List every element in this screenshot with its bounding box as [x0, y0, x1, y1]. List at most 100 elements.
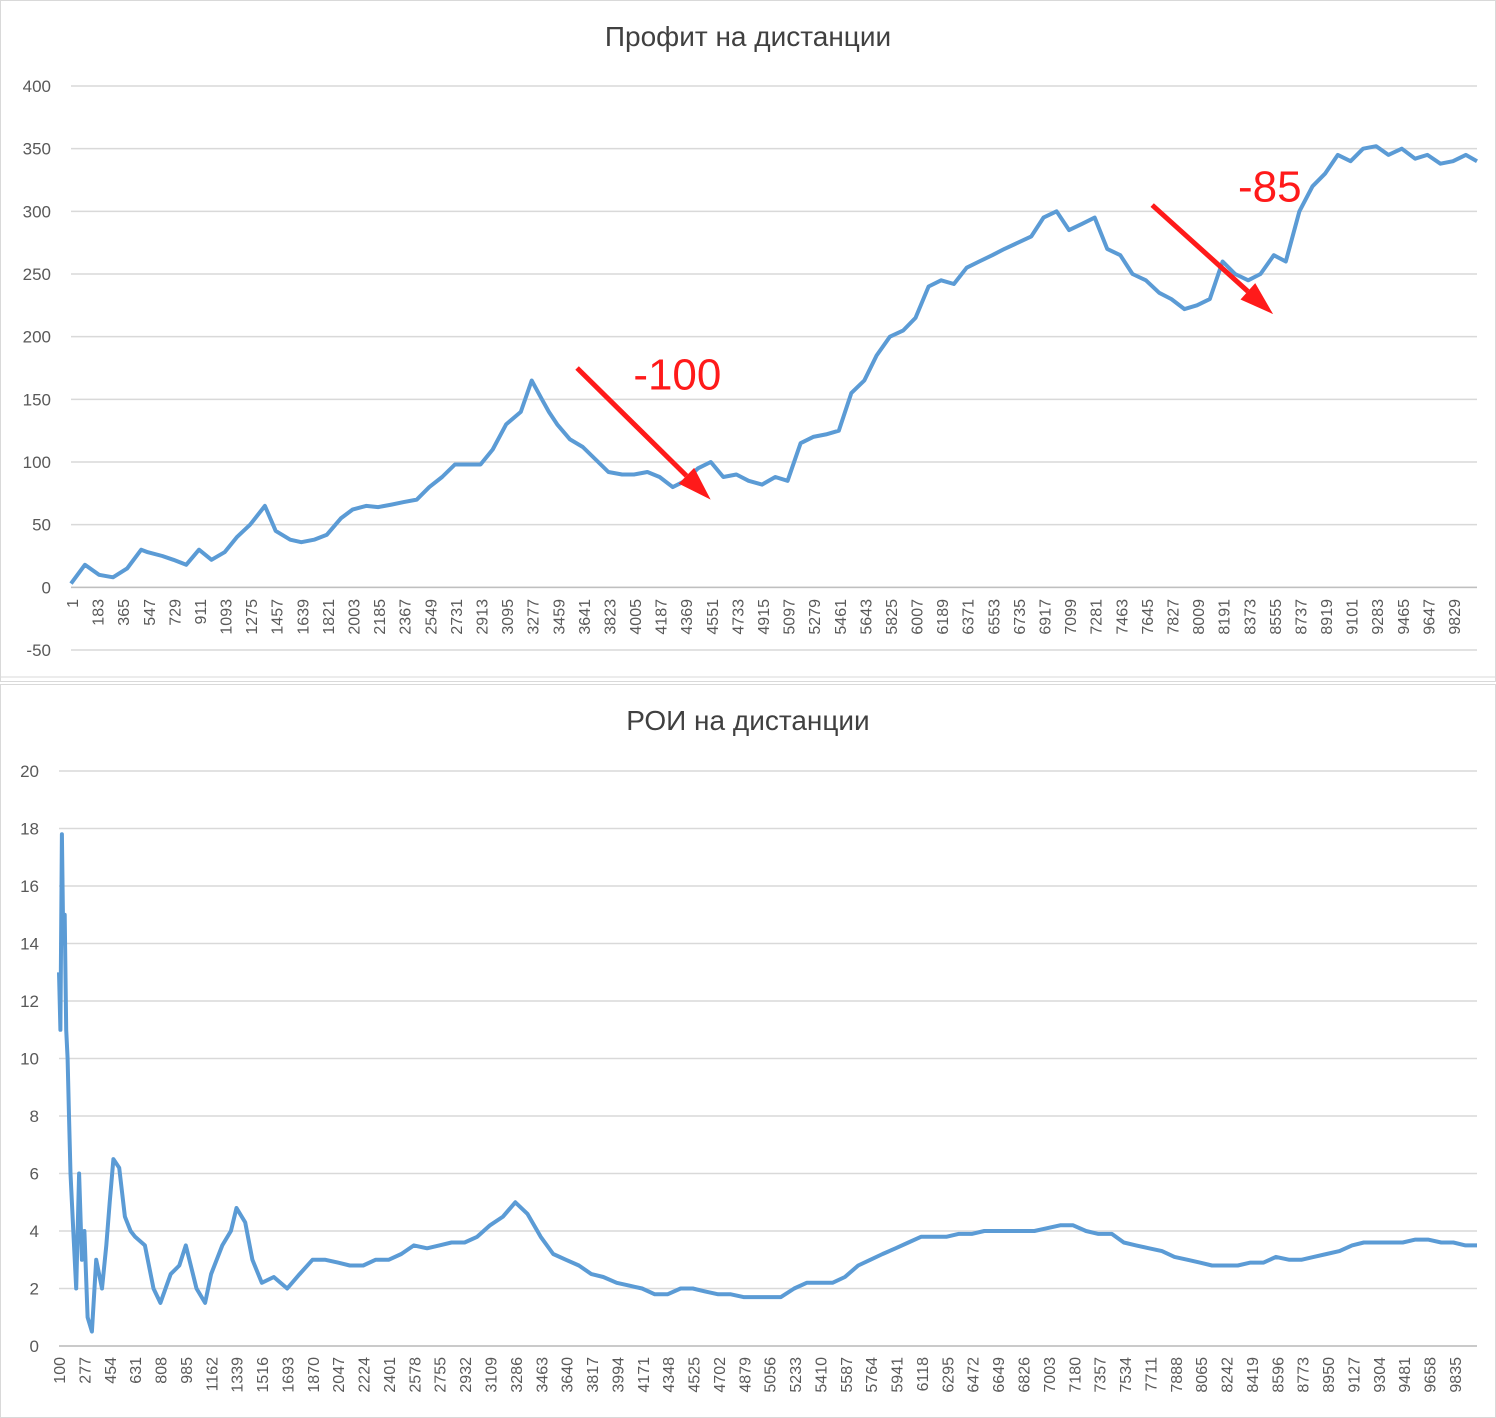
y-tick-label: 300: [23, 202, 51, 221]
y-tick-label: 100: [23, 453, 51, 472]
x-tick-label: 365: [116, 599, 133, 626]
y-tick-label: 4: [30, 1222, 39, 1241]
y-tick-label: 0: [30, 1337, 39, 1356]
x-tick-label: 9304: [1372, 1357, 1389, 1393]
x-tick-label: 5643: [858, 599, 875, 635]
x-tick-label: 729: [167, 599, 184, 626]
y-tick-label: 6: [30, 1165, 39, 1184]
x-tick-label: 3823: [602, 599, 619, 635]
x-tick-label: 2401: [382, 1357, 399, 1393]
x-tick-label: 6295: [940, 1357, 957, 1393]
x-tick-label: 5279: [807, 599, 824, 635]
x-tick-label: 8009: [1191, 599, 1208, 635]
x-tick-label: 985: [179, 1357, 196, 1384]
x-tick-label: 7281: [1089, 599, 1106, 635]
x-tick-label: 3286: [509, 1357, 526, 1393]
x-tick-label: 5825: [884, 599, 901, 635]
x-tick-label: 2047: [331, 1357, 348, 1393]
x-tick-label: 8373: [1242, 599, 1259, 635]
x-tick-label: 2224: [357, 1357, 374, 1393]
annotation-arrowhead: [678, 467, 711, 500]
x-tick-label: 7645: [1140, 599, 1157, 635]
x-tick-label: 5764: [864, 1357, 881, 1393]
x-tick-label: 8419: [1245, 1357, 1262, 1393]
x-tick-label: 6371: [961, 599, 978, 635]
y-tick-label: 8: [30, 1107, 39, 1126]
x-tick-label: 9647: [1421, 599, 1438, 635]
y-tick-label: 10: [20, 1050, 39, 1069]
x-tick-label: 8773: [1296, 1357, 1313, 1393]
y-tick-label: 350: [23, 140, 51, 159]
x-tick-label: 3640: [560, 1357, 577, 1393]
x-tick-label: 5587: [839, 1357, 856, 1393]
y-tick-label: 14: [20, 935, 39, 954]
y-tick-label: 12: [20, 992, 39, 1011]
y-tick-label: 20: [20, 762, 39, 781]
y-tick-label: 150: [23, 390, 51, 409]
x-tick-label: 5941: [890, 1357, 907, 1393]
x-tick-label: 7357: [1093, 1357, 1110, 1393]
y-tick-label: 400: [23, 77, 51, 96]
x-tick-label: 9481: [1397, 1357, 1414, 1393]
x-tick-label: 4702: [712, 1357, 729, 1393]
x-tick-label: 4369: [679, 599, 696, 635]
x-tick-label: 8555: [1268, 599, 1285, 635]
x-tick-label: 2549: [423, 599, 440, 635]
x-tick-label: 4348: [661, 1357, 678, 1393]
x-tick-label: 454: [103, 1357, 120, 1384]
x-tick-label: 808: [154, 1357, 171, 1384]
series-line: [69, 144, 1478, 585]
y-tick-label: -50: [26, 641, 51, 660]
y-tick-label: 18: [20, 820, 39, 839]
x-tick-label: 5461: [833, 599, 850, 635]
x-tick-label: 3641: [577, 599, 594, 635]
x-tick-label: 1457: [270, 599, 287, 635]
x-tick-label: 1639: [295, 599, 312, 635]
annotation-arrow: [1150, 203, 1250, 294]
x-tick-label: 6553: [986, 599, 1003, 635]
x-tick-label: 6735: [1012, 599, 1029, 635]
annotation-arrowhead: [1240, 283, 1274, 315]
x-tick-label: 4525: [687, 1357, 704, 1393]
x-tick-label: 7463: [1114, 599, 1131, 635]
x-tick-label: 3109: [483, 1357, 500, 1393]
x-tick-label: 8596: [1270, 1357, 1287, 1393]
profit-chart-plot: 400 350 300 250 200 150 100 50 0 -50 1 183 365 547 729…: [1, 77, 1495, 678]
y-tick-label: 50: [32, 516, 51, 535]
x-tick-label: 2367: [398, 599, 415, 635]
x-tick-label: 3095: [500, 599, 517, 635]
annotation-arrow: [575, 366, 689, 478]
annotation-label: -85: [1238, 162, 1302, 211]
x-tick-label: 5233: [788, 1357, 805, 1393]
x-tick-label: 183: [91, 599, 108, 626]
x-tick-label: 5056: [763, 1357, 780, 1393]
x-tick-label: 7180: [1067, 1357, 1084, 1393]
x-tick-label: 4171: [636, 1357, 653, 1393]
y-tick-label: 2: [30, 1280, 39, 1299]
profit-chart-title: Профит на дистанции: [604, 21, 892, 52]
x-tick-label: 4733: [730, 599, 747, 635]
x-tick-label: 3277: [526, 599, 543, 635]
x-tick-label: 9829: [1447, 599, 1464, 635]
x-tick-label: 6649: [991, 1357, 1008, 1393]
x-tick-label: 9101: [1345, 599, 1362, 635]
x-tick-label: 8191: [1217, 599, 1234, 635]
x-tick-label: 8737: [1293, 599, 1310, 635]
x-tick-label: 4005: [628, 599, 645, 635]
x-tick-label: 2731: [449, 599, 466, 635]
x-tick-label: 6007: [910, 599, 927, 635]
x-tick-label: 9465: [1396, 599, 1413, 635]
x-tick-label: 6189: [935, 599, 952, 635]
x-tick-label: 4879: [737, 1357, 754, 1393]
x-tick-label: 3459: [551, 599, 568, 635]
x-tick-label: 2003: [347, 599, 364, 635]
x-tick-label: 8919: [1319, 599, 1336, 635]
x-tick-label: 5097: [782, 599, 799, 635]
profit-chart-panel: Профит на дистанции 400 350 300 250 200 150 10…: [0, 0, 1496, 682]
x-tick-label: 1870: [306, 1357, 323, 1393]
x-tick-label: 3463: [534, 1357, 551, 1393]
x-tick-label: 2932: [458, 1357, 475, 1393]
x-tick-label: 2913: [474, 599, 491, 635]
y-tick-label: 250: [23, 265, 51, 284]
